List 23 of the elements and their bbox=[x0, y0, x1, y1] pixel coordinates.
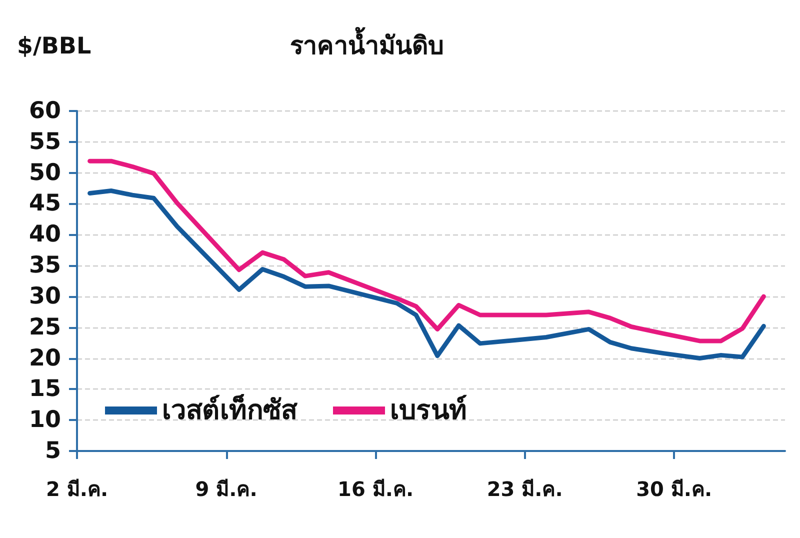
y-tick-label: 35 bbox=[28, 252, 61, 279]
x-tick-label: 9 มี.ค. bbox=[195, 477, 258, 501]
y-tick-label: 55 bbox=[28, 128, 61, 155]
y-tick-label: 10 bbox=[28, 407, 61, 434]
y-tick-label: 25 bbox=[28, 314, 61, 340]
line-series bbox=[88, 188, 766, 361]
line-series bbox=[88, 158, 766, 344]
x-tick-label: 16 มี.ค. bbox=[338, 477, 414, 501]
legend-label: เวสต์เท็กซัส bbox=[162, 392, 298, 426]
y-tick-label: 60 bbox=[28, 98, 61, 124]
y-tick-label: 15 bbox=[28, 376, 61, 402]
y-tick-label: 20 bbox=[28, 345, 61, 372]
y-tick-label: 50 bbox=[28, 160, 61, 186]
x-tick-label: 2 มี.ค. bbox=[46, 477, 108, 501]
y-tick-label: 45 bbox=[28, 190, 61, 217]
x-tick-label: 30 มี.ค. bbox=[636, 477, 712, 501]
legend-label: เบรนท์ bbox=[390, 394, 467, 426]
y-tick-label: 5 bbox=[44, 438, 61, 464]
y-axis-title: $/BBL bbox=[17, 34, 92, 60]
x-tick-label: 23 มี.ค. bbox=[486, 477, 563, 501]
y-tick-label: 30 bbox=[28, 283, 61, 310]
y-tick-label: 40 bbox=[28, 222, 61, 248]
chart-title: ราคาน้ำมันดิบ bbox=[290, 26, 444, 60]
